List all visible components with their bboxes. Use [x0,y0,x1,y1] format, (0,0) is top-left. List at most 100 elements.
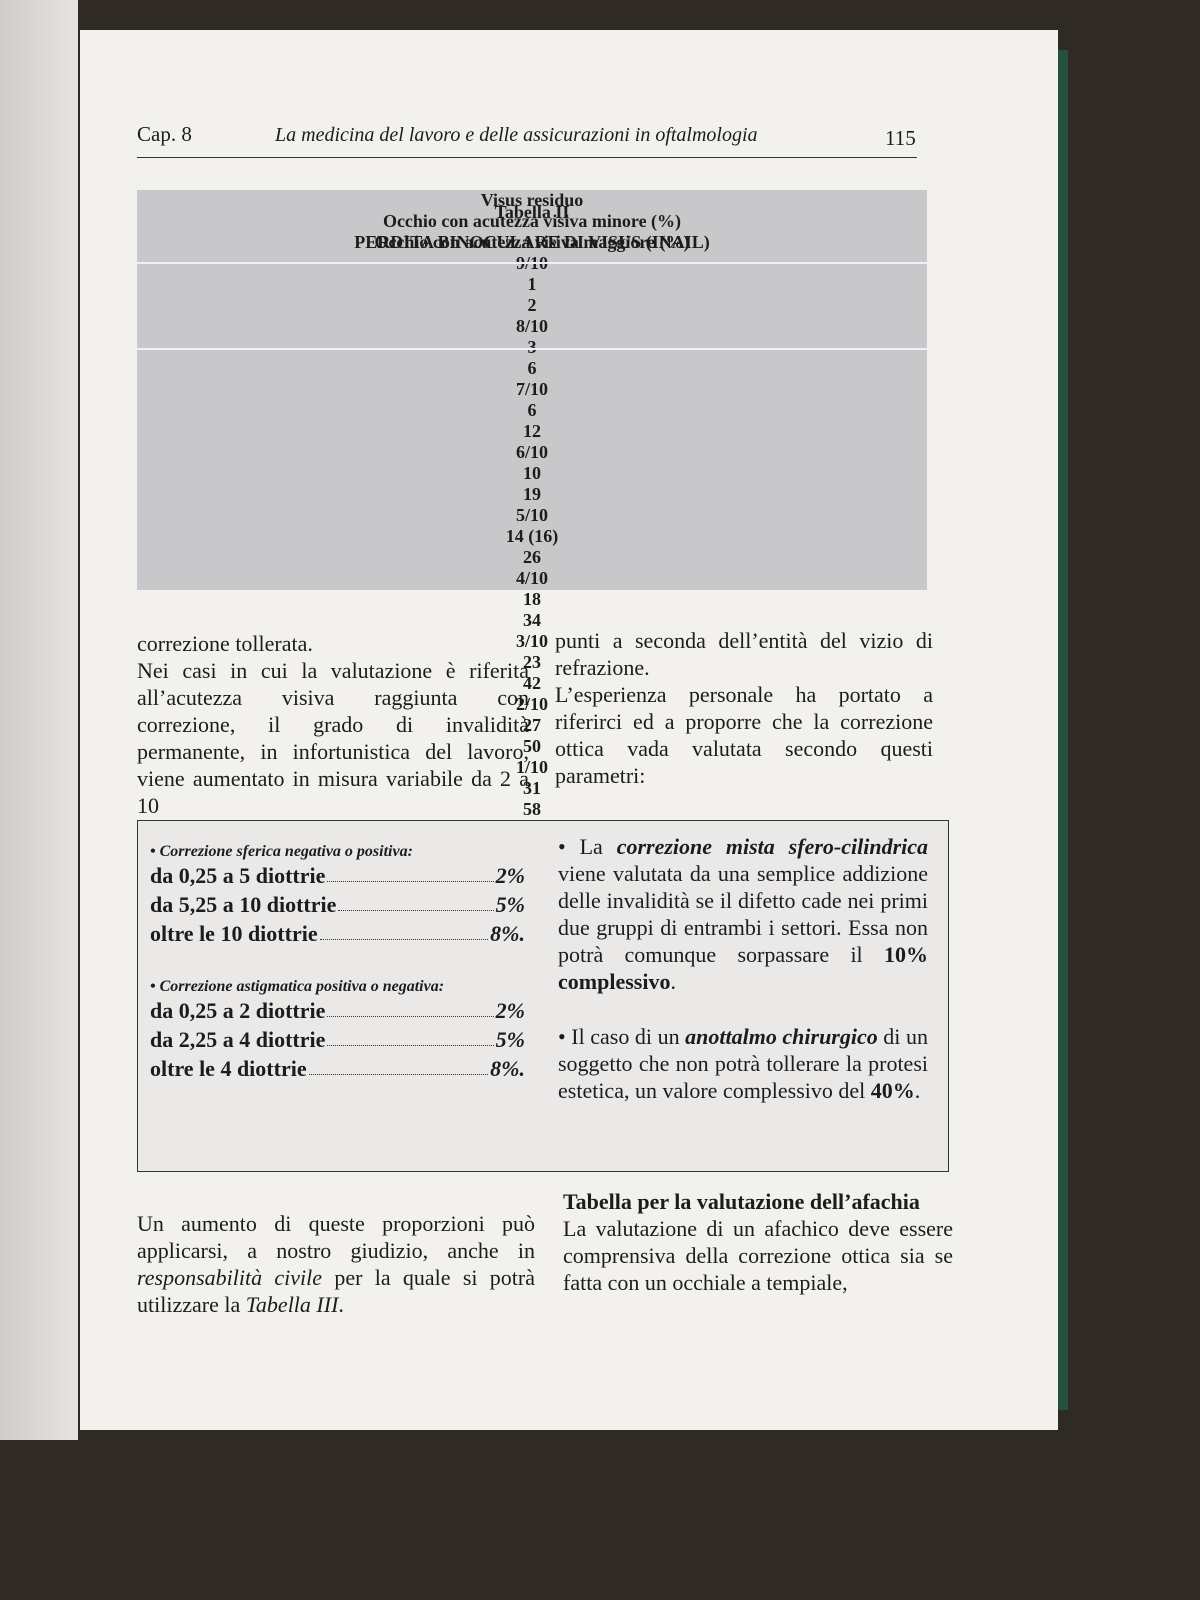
item: da 0,25 a 5 diottrie 2% [150,861,525,890]
leader [327,996,494,1017]
text-run: anottalmo chirurgico [685,1024,878,1049]
cell: 2/10 [515,694,548,714]
item: da 0,25 a 2 diottrie 2% [150,996,525,1025]
facing-page [0,0,78,1440]
text-run: • Il caso di un [558,1024,686,1049]
cell: 50 [523,736,541,756]
cell: 14 (16) [505,526,559,546]
item: da 5,25 a 10 diottrie 5% [150,890,525,919]
rule [137,262,927,264]
item-value: 2% [495,863,525,888]
table: Tabella II PERDITA BINOCULARE DI VISUS (… [137,190,927,882]
chapter: Cap. 8 [137,122,192,146]
paragraph: L’esperienza personale ha portato a rife… [555,681,933,789]
text-run: di un soggetto che non potrà tollerare l… [558,1024,928,1103]
cell: 31 [523,778,541,798]
group: • Correzione astigmatica positiva o nega… [150,978,525,1083]
text-run: per la quale si potrà utilizzare la [137,1265,535,1317]
item: da 2,25 a 4 diottrie 5% [150,1025,525,1054]
item-label: oltre le 4 diottrie [150,1056,307,1081]
cell: 1 [527,274,537,294]
cell: 6 [527,358,537,378]
paragraph: • La correzione mista sfero-cilindrica v… [558,833,928,995]
item-value: 2% [495,998,525,1023]
text-run: • La [558,834,617,859]
column-header: Occhio con acutezza visiva maggiore (%) [374,232,690,252]
cell: 12 [523,421,541,441]
cell: 4/10 [515,568,548,588]
cell: 18 [523,589,541,609]
text-run: Nei casi in cui la valutazione è riferit… [137,658,529,818]
item-label: da 2,25 a 4 diottrie [150,1027,326,1052]
group-heading: • Correzione sferica negativa o positiva… [150,843,525,861]
box-left: • Correzione sferica negativa o positiva… [150,843,525,1083]
cell: 27 [523,715,541,735]
cell: 1/10 [515,757,548,777]
paragraph: La valutazione di un afachico deve esser… [563,1215,953,1296]
cell: 42 [523,673,541,693]
group-heading: • Correzione astigmatica positiva o nega… [150,978,525,996]
paragraph: Nei casi in cui la valutazione è riferit… [137,657,529,819]
item-value: 8%. [490,1056,525,1081]
item: oltre le 10 diottrie 8%. [150,919,525,948]
text-run: . [338,1292,344,1317]
cell: 6/10 [515,442,548,462]
cell: 23 [523,652,541,672]
cell: 26 [523,547,541,567]
item-label: da 0,25 a 2 diottrie [150,998,326,1023]
text-run: correzione tollerata. [137,631,313,656]
text-run: 10% complessivo [558,942,928,994]
text-run: L’esperienza personale ha portato a rife… [555,682,933,788]
table-title: PERDITA BINOCULARE DI VISUS (INAIL) [354,232,710,252]
leader [338,890,494,911]
text-run: . [914,1078,921,1103]
book-page: Cap. 8 La medicina del lavoro e delle as… [80,30,1058,1430]
cell: 7/10 [515,379,548,399]
leader [327,1025,494,1046]
column-header: Occhio con acutezza visiva minore (%) [382,211,682,231]
cell: 6 [527,400,537,420]
cell: 10 [523,463,541,483]
item-value: 5% [495,1027,525,1052]
item-label: oltre le 10 diottrie [150,921,318,946]
page-number: 115 [885,126,916,150]
cell: 3/10 [515,631,548,651]
paragraphs: La valutazione di un afachico deve esser… [563,1215,953,1296]
leader [319,919,489,940]
text-run: responsabilità civile [137,1265,323,1290]
section-heading: Tabella per la valutazione dell’afachia [563,1189,920,1214]
paragraph: correzione tollerata. [137,630,529,657]
box: • Correzione sferica negativa o positiva… [137,820,949,1172]
cell: 8/10 [515,316,548,336]
header-rule [137,157,917,158]
item-label: da 5,25 a 10 diottrie [150,892,337,917]
leader [308,1054,489,1075]
cell: 5/10 [515,505,548,525]
column-header: Visus residuo [480,190,584,210]
text-column: correzione tollerata. Nei casi in cui la … [137,630,529,819]
item: oltre le 4 diottrie 8%. [150,1054,525,1083]
leader [327,861,494,882]
paragraph: punti a seconda dell’entità del vizio di… [555,627,933,681]
running-title: La medicina del lavoro e delle assicuraz… [275,124,758,146]
text-run: • Correzione sferica negativa o positiva… [150,843,413,860]
text-run: correzione mista sfero-cilindrica [616,834,929,859]
text-run: Un aumento di queste proporzioni può app… [137,1211,535,1263]
text-run: . [670,969,676,994]
paragraph: Un aumento di queste proporzioni può app… [137,1210,535,1318]
text-run: La valutazione di un afachico deve esser… [563,1216,953,1295]
cell: 58 [523,799,541,819]
text-run: 40% [870,1078,915,1103]
box-right: • La correzione mista sfero-cilindrica v… [558,833,928,1104]
text-run: viene valutata da una semplice addizione… [558,861,928,967]
group: • Correzione sferica negativa o positiva… [150,843,525,948]
text-run: punti a seconda dell’entità del vizio di… [555,628,933,680]
text-column: Tabella per la valutazione dell’afachia … [563,1188,953,1296]
cell: 2 [527,295,537,315]
text-column: Un aumento di queste proporzioni può app… [137,1210,535,1318]
item-value: 5% [495,892,525,917]
cell: 34 [523,610,541,630]
text-run: • Correzione astigmatica positiva o nega… [150,978,445,995]
paragraph: • Il caso di un anottalmo chirurgico di … [558,1023,928,1104]
